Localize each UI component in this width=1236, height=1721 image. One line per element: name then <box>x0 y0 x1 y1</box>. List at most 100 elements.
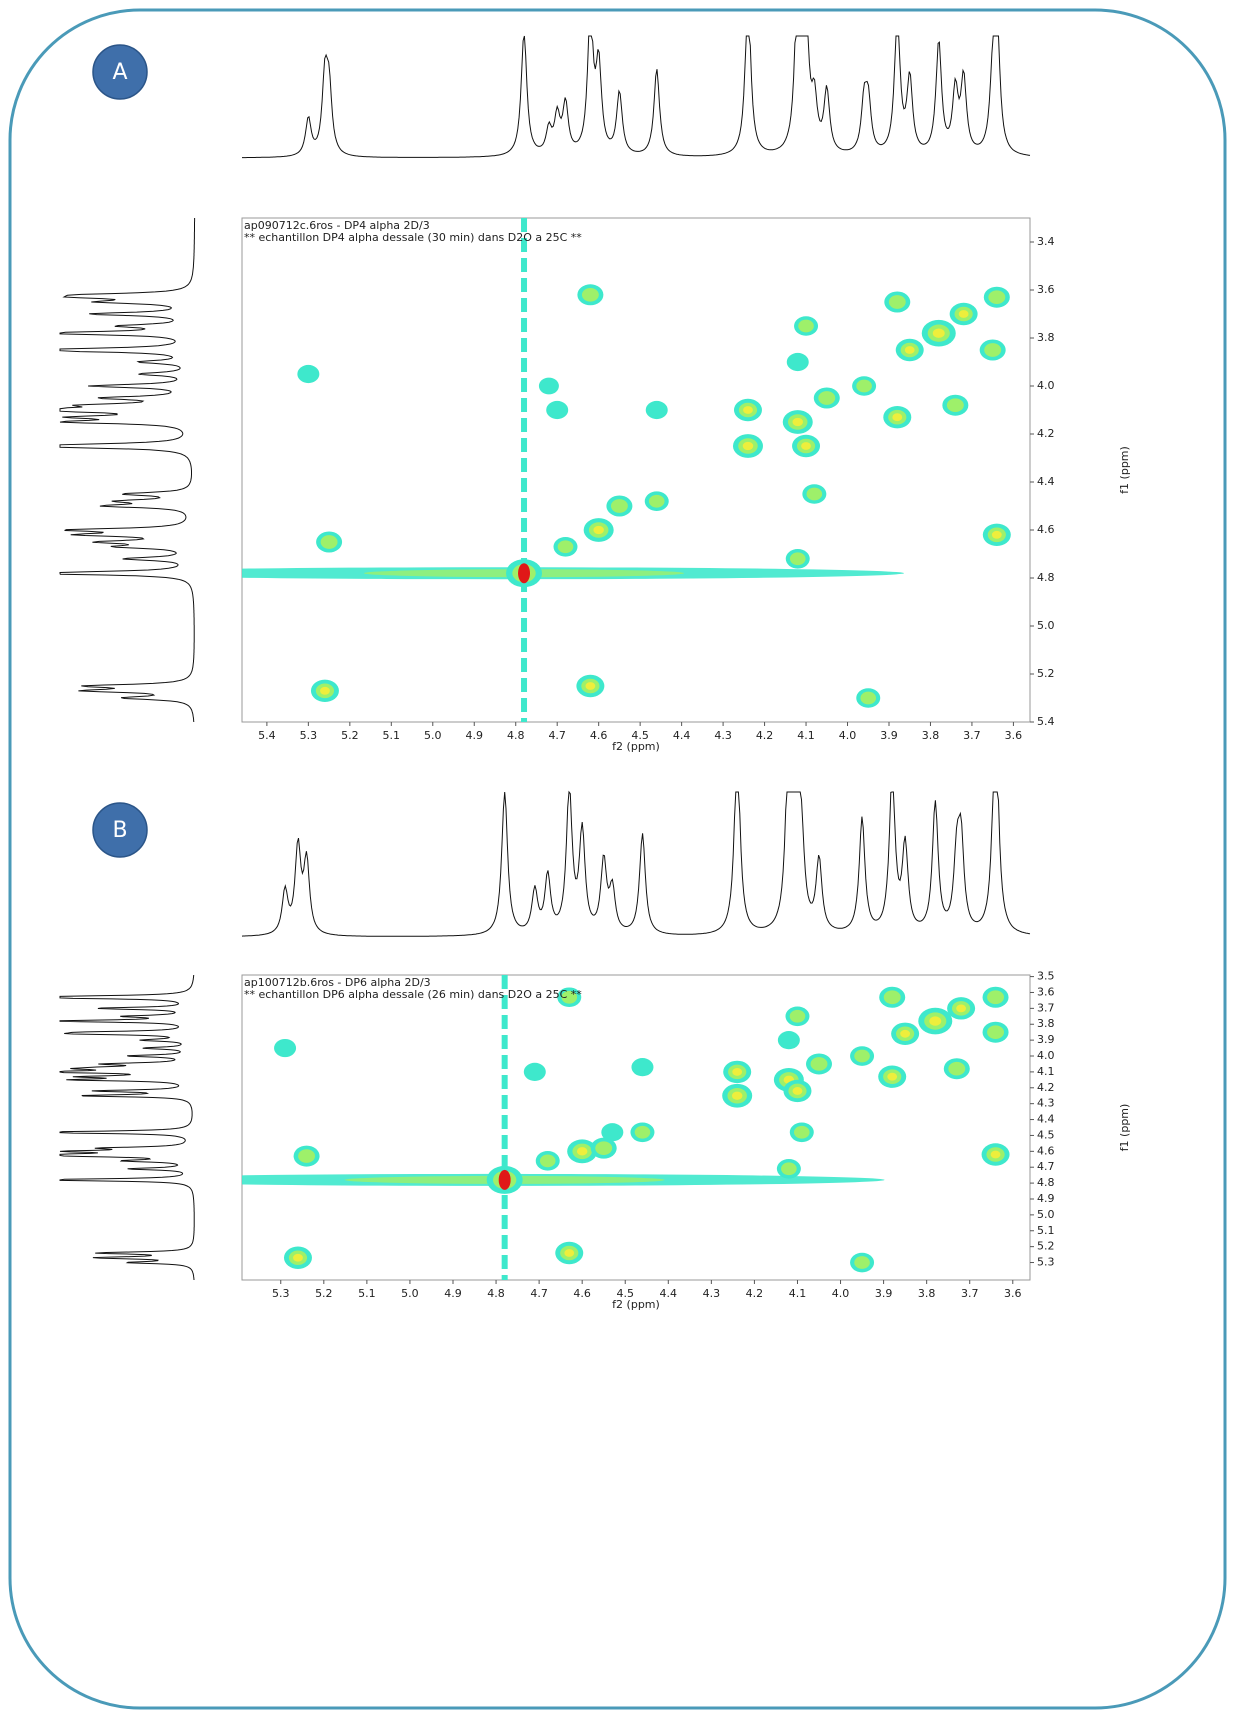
cross-peak <box>776 1159 801 1179</box>
y-tick-label: 3.4 <box>1037 235 1055 248</box>
plot-title: ap090712c.6ros - DP4 alpha 2D/3 <box>244 219 430 232</box>
plot-title: ap100712b.6ros - DP6 alpha 2D/3 <box>244 976 431 989</box>
cross-peak <box>947 997 976 1020</box>
x-tick-label: 5.2 <box>315 1287 333 1300</box>
peak-contour <box>786 352 809 372</box>
cross-peak <box>535 1151 560 1171</box>
cross-peak <box>884 291 911 313</box>
cross-peak <box>983 286 1010 308</box>
x-tick-label: 4.6 <box>590 729 608 742</box>
peak-contour <box>900 1029 911 1038</box>
cross-peak <box>722 1083 753 1108</box>
peak-contour <box>732 1067 743 1076</box>
cross-peak <box>878 1065 907 1088</box>
cross-peak <box>555 1241 584 1265</box>
x-tick-label: 3.6 <box>1005 729 1023 742</box>
y-axis-label: f1 (ppm) <box>1118 1104 1131 1152</box>
peak-contour <box>561 990 578 1004</box>
peak-contour <box>798 319 814 333</box>
x-tick-label: 5.0 <box>401 1287 419 1300</box>
peak-contour <box>987 990 1005 1005</box>
peak-contour <box>801 442 811 450</box>
x-tick-label: 4.0 <box>839 729 857 742</box>
cross-peak <box>310 679 339 702</box>
peak-contour <box>929 1016 942 1026</box>
peak-contour <box>888 295 906 309</box>
cross-peak <box>883 406 912 429</box>
x-axis-label: f2 (ppm) <box>612 740 660 753</box>
x-tick-label: 3.6 <box>1004 1287 1022 1300</box>
peak-contour <box>581 287 599 302</box>
y-tick-label: 5.2 <box>1037 667 1055 680</box>
y-tick-label: 4.4 <box>1037 475 1055 488</box>
x-tick-label: 4.3 <box>714 729 732 742</box>
cross-peak <box>921 319 956 347</box>
x-tick-label: 4.9 <box>444 1287 462 1300</box>
x-tick-label: 3.9 <box>875 1287 893 1300</box>
panel-label: B <box>112 818 127 843</box>
cross-peak <box>792 434 821 458</box>
peak-contour <box>601 1123 624 1142</box>
peak-contour <box>932 328 945 338</box>
x-tick-label: 3.7 <box>963 729 981 742</box>
peak-contour <box>956 1004 967 1013</box>
y-tick-label: 3.6 <box>1037 985 1055 998</box>
x-tick-label: 4.5 <box>631 729 649 742</box>
x-tick-label: 4.0 <box>832 1287 850 1300</box>
cross-peak <box>486 1165 523 1194</box>
peak-contour <box>648 494 665 508</box>
peak-contour <box>777 1031 800 1050</box>
cross-peak <box>583 518 614 542</box>
peak-contour <box>743 406 753 414</box>
x-tick-label: 5.1 <box>358 1287 376 1300</box>
peak-contour <box>984 343 1002 357</box>
y-axis-label: f1 (ppm) <box>1118 446 1131 494</box>
cross-peak <box>567 1139 598 1164</box>
cross-peak <box>802 484 827 504</box>
peak-contour <box>297 364 320 384</box>
cross-peak <box>590 1137 617 1159</box>
x-tick-label: 5.4 <box>258 729 276 742</box>
peak-contour <box>991 530 1002 539</box>
peak-contour <box>887 1072 898 1081</box>
peak-contour <box>892 413 903 422</box>
cross-peak <box>557 987 582 1008</box>
x-tick-label: 3.8 <box>918 1287 936 1300</box>
peak-contour <box>320 686 330 695</box>
y-tick-label: 4.6 <box>1037 1144 1055 1157</box>
cross-peak <box>856 688 881 708</box>
peak-contour <box>948 1061 966 1076</box>
cross-peak <box>949 302 978 326</box>
cross-peak <box>553 537 578 557</box>
cross-peak <box>806 1053 833 1075</box>
f1-projection <box>59 975 195 1280</box>
x-axis-label: f2 (ppm) <box>612 1298 660 1311</box>
peak-contour <box>806 487 823 501</box>
plot-area <box>242 975 1010 1280</box>
cross-peak <box>283 1246 312 1269</box>
y-tick-label: 5.3 <box>1037 1256 1055 1269</box>
cross-peak <box>630 1122 655 1143</box>
y-tick-label: 5.4 <box>1037 715 1055 728</box>
cross-peak <box>982 986 1009 1008</box>
peak-contour <box>564 1249 575 1257</box>
cross-peak <box>942 394 969 416</box>
y-tick-label: 4.0 <box>1037 379 1055 392</box>
f1-projection <box>59 218 196 723</box>
cross-peak <box>850 1252 875 1273</box>
cross-peak <box>981 1143 1010 1166</box>
panel-label: A <box>112 60 127 85</box>
peak-contour <box>793 1125 810 1139</box>
cross-peak <box>601 1123 624 1142</box>
peak-contour <box>576 1147 588 1156</box>
cross-peak <box>723 1060 752 1084</box>
plot-frame <box>241 217 1031 723</box>
peak-contour <box>523 1062 546 1082</box>
cross-peak <box>979 339 1006 361</box>
peak-contour <box>792 417 803 427</box>
outer-frame <box>8 8 1227 1710</box>
cross-peak <box>789 1122 814 1143</box>
peak-contour <box>810 1057 828 1071</box>
cross-peak <box>879 986 906 1008</box>
